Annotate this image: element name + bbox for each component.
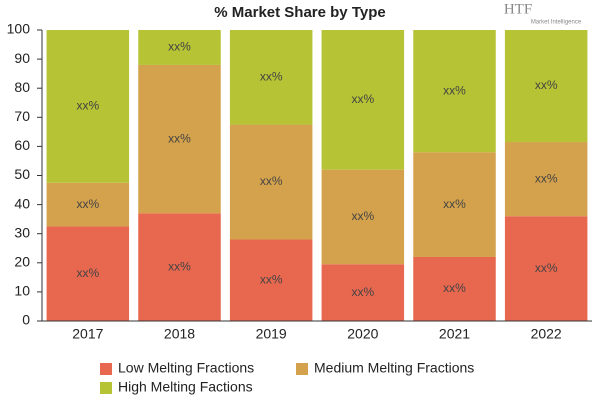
- bar-segment: [229, 239, 313, 321]
- bar-segment: [229, 30, 313, 125]
- legend-swatch: [296, 363, 308, 375]
- bar-segment: [321, 30, 405, 170]
- x-tick-label: 2022: [531, 326, 562, 342]
- data-label: xx%: [351, 92, 374, 106]
- y-tick-label: 80: [14, 79, 30, 95]
- bar-segment: [504, 216, 588, 321]
- legend-swatch: [100, 363, 112, 375]
- data-label: xx%: [535, 261, 558, 275]
- data-label: xx%: [76, 266, 99, 280]
- chart-title: % Market Share by Type: [214, 4, 385, 21]
- y-tick-label: 0: [22, 312, 30, 328]
- data-label: xx%: [351, 285, 374, 299]
- bar-segment: [321, 169, 405, 265]
- data-label: xx%: [168, 40, 191, 54]
- data-label: xx%: [76, 99, 99, 113]
- data-label: xx%: [260, 69, 283, 83]
- x-tick-label: 2021: [439, 326, 470, 342]
- data-label: xx%: [535, 78, 558, 92]
- y-tick-label: 50: [14, 166, 30, 182]
- y-tick-label: 30: [14, 224, 30, 240]
- bar-segment: [46, 226, 130, 321]
- bar-segment: [413, 152, 496, 257]
- bar-segment: [229, 124, 313, 240]
- data-label: xx%: [168, 131, 191, 145]
- legend-label: High Melting Factions: [118, 379, 253, 395]
- data-label: xx%: [260, 174, 283, 188]
- legend-swatch: [100, 382, 112, 394]
- x-tick-label: 2019: [256, 326, 287, 342]
- data-label: xx%: [168, 259, 191, 273]
- data-label: xx%: [443, 197, 466, 211]
- bar-segment: [138, 64, 221, 214]
- x-tick-label: 2017: [72, 326, 103, 342]
- bar-segment: [138, 30, 221, 65]
- y-tick-label: 10: [14, 283, 30, 299]
- data-label: xx%: [351, 209, 374, 223]
- data-label: xx%: [76, 197, 99, 211]
- y-tick-label: 100: [7, 21, 31, 37]
- y-tick-label: 70: [14, 108, 30, 124]
- logo-text: HTF: [504, 1, 532, 17]
- data-label: xx%: [260, 272, 283, 286]
- x-tick-label: 2018: [164, 326, 195, 342]
- bar-segment: [46, 182, 130, 227]
- bar-segment: [504, 30, 588, 143]
- legend-label: Low Melting Fractions: [118, 360, 254, 376]
- legend-label: Medium Melting Fractions: [314, 360, 474, 376]
- bar-segment: [138, 213, 221, 321]
- x-tick-label: 2020: [347, 326, 378, 342]
- bar-segment: [413, 30, 496, 153]
- y-tick-label: 40: [14, 195, 30, 211]
- logo-subtitle: Market Intelligence: [531, 20, 582, 26]
- bar-segment: [46, 30, 130, 183]
- y-tick-label: 20: [14, 254, 30, 270]
- bar-segment: [504, 142, 588, 217]
- y-tick-label: 60: [14, 137, 30, 153]
- data-label: xx%: [535, 171, 558, 185]
- bar-segment: [413, 256, 496, 321]
- y-tick-label: 90: [14, 50, 30, 66]
- data-label: xx%: [443, 281, 466, 295]
- bar-segment: [321, 264, 405, 321]
- data-label: xx%: [443, 83, 466, 97]
